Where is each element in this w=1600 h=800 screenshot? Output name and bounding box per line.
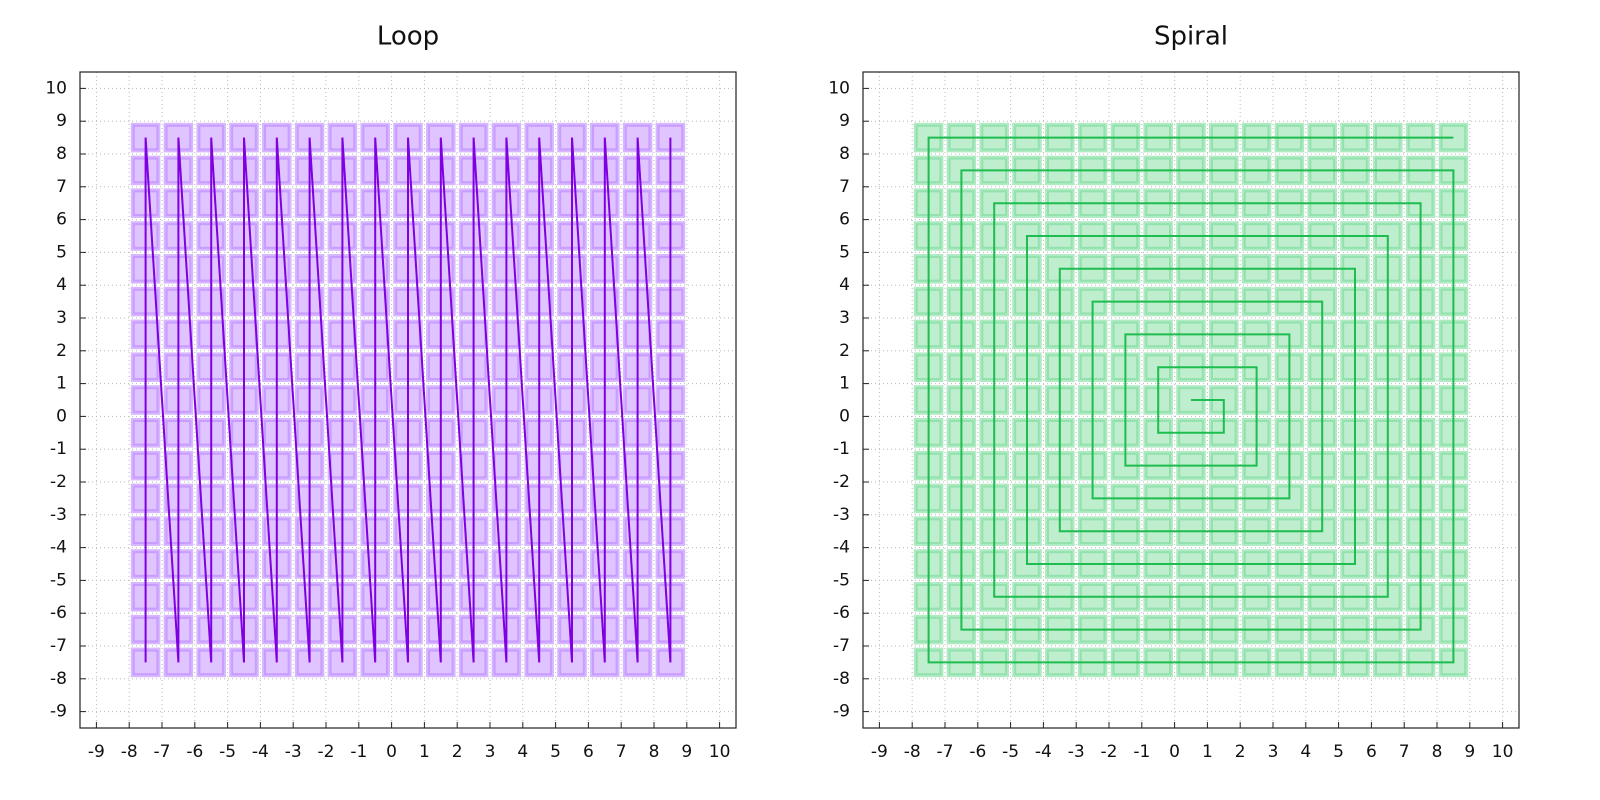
y-tick-label: 3 — [839, 308, 850, 328]
chart-title: Loop — [377, 22, 439, 52]
x-tick-label: 5 — [550, 742, 561, 762]
y-tick-label: -5 — [833, 570, 850, 590]
y-tick-label: 5 — [839, 242, 850, 262]
y-tick-label: 8 — [839, 144, 850, 164]
plot-frame — [79, 71, 737, 729]
x-tick-label: 4 — [1300, 742, 1311, 762]
y-tick-label: 2 — [839, 341, 850, 361]
x-tick-label: 6 — [1366, 742, 1377, 762]
y-tick-label: 10 — [45, 78, 67, 98]
x-tick-label: 10 — [709, 742, 731, 762]
panel: Loop-9 -8 -7 -6 -5 -4 -3 -2 -1 0 1 2 3 4 5 6 7 8 9 10-9-8-7… — [45, 22, 737, 762]
y-tick-label: -6 — [50, 603, 67, 623]
x-tick-label: 3 — [1268, 742, 1279, 762]
point-marker — [196, 122, 226, 153]
y-tick-label: -8 — [833, 669, 850, 689]
y-tick-label: 10 — [828, 78, 850, 98]
x-tick-label: 2 — [1235, 742, 1246, 762]
x-tick-label: -9 — [871, 742, 888, 762]
x-tick-label: 2 — [452, 742, 463, 762]
x-tick-label: 8 — [649, 742, 660, 762]
y-tick-label: -2 — [50, 472, 67, 492]
x-tick-label: 1 — [419, 742, 430, 762]
x-tick-label: -9 — [88, 742, 105, 762]
x-tick-label: -6 — [186, 742, 203, 762]
y-tick-label: -8 — [50, 669, 67, 689]
x-tick-label: 1 — [1202, 742, 1213, 762]
x-tick-label: -1 — [350, 742, 367, 762]
y-tick-label: 4 — [839, 275, 850, 295]
data-line — [144, 137, 672, 663]
x-tick-label: 8 — [1432, 742, 1443, 762]
x-tick-label: 9 — [1464, 742, 1475, 762]
y-tick-label: -9 — [50, 702, 67, 722]
y-tick-label: 7 — [56, 177, 67, 197]
y-tick-label: -9 — [833, 702, 850, 722]
y-tick-label: -6 — [833, 603, 850, 623]
y-tick-label: -7 — [50, 636, 67, 656]
x-tick-label: 10 — [1492, 742, 1514, 762]
y-tick-label: -2 — [833, 472, 850, 492]
panel: Spiral-9 -8 -7 -6 -5 -4 -3 -2 -1 0 1 2 3 4 5 6 7 8 9 10-9-8… — [828, 22, 1520, 762]
y-tick-label: -3 — [833, 505, 850, 525]
y-tick-label: 9 — [56, 111, 67, 131]
x-tick-label: -4 — [252, 742, 269, 762]
x-tick-label: -3 — [1068, 742, 1085, 762]
y-tick-label: 3 — [56, 308, 67, 328]
plot-frame — [862, 71, 1520, 729]
y-tick-label: 9 — [839, 111, 850, 131]
x-tick-label: 7 — [616, 742, 627, 762]
x-tick-label: -4 — [1035, 742, 1052, 762]
y-tick-label: 2 — [56, 341, 67, 361]
x-tick-label: 9 — [681, 742, 692, 762]
y-tick-label: 6 — [839, 210, 850, 230]
x-tick-label: 3 — [485, 742, 496, 762]
y-tick-label: -7 — [833, 636, 850, 656]
y-tick-label: 8 — [56, 144, 67, 164]
y-tick-label: 5 — [56, 242, 67, 262]
data-line — [927, 136, 1455, 664]
x-tick-label: 0 — [386, 742, 397, 762]
x-tick-label: 5 — [1333, 742, 1344, 762]
y-tick-label: 0 — [56, 406, 67, 426]
x-tick-label: -7 — [154, 742, 171, 762]
y-tick-label: 1 — [839, 374, 850, 394]
y-tick-label: -5 — [50, 570, 67, 590]
x-tick-label: -7 — [937, 742, 954, 762]
y-tick-label: 0 — [839, 406, 850, 426]
y-tick-label: -4 — [833, 538, 850, 558]
x-tick-label: -5 — [1002, 742, 1019, 762]
y-tick-label: 6 — [56, 210, 67, 230]
x-tick-label: 4 — [517, 742, 528, 762]
x-tick-label: -6 — [969, 742, 986, 762]
x-tick-label: 6 — [583, 742, 594, 762]
y-tick-label: -3 — [50, 505, 67, 525]
y-tick-label: 1 — [56, 374, 67, 394]
x-tick-label: -5 — [219, 742, 236, 762]
y-tick-label: -1 — [833, 439, 850, 459]
x-tick-label: -8 — [121, 742, 138, 762]
y-tick-label: -1 — [50, 439, 67, 459]
chart-title: Spiral — [1154, 22, 1228, 52]
x-tick-label: -2 — [1101, 742, 1118, 762]
x-tick-label: -3 — [285, 742, 302, 762]
x-tick-label: -2 — [318, 742, 335, 762]
x-tick-label: -8 — [904, 742, 921, 762]
y-tick-label: -4 — [50, 538, 67, 558]
y-tick-label: 7 — [839, 177, 850, 197]
x-tick-label: -1 — [1133, 742, 1150, 762]
x-tick-label: 0 — [1169, 742, 1180, 762]
y-tick-label: 4 — [56, 275, 67, 295]
x-tick-label: 7 — [1399, 742, 1410, 762]
